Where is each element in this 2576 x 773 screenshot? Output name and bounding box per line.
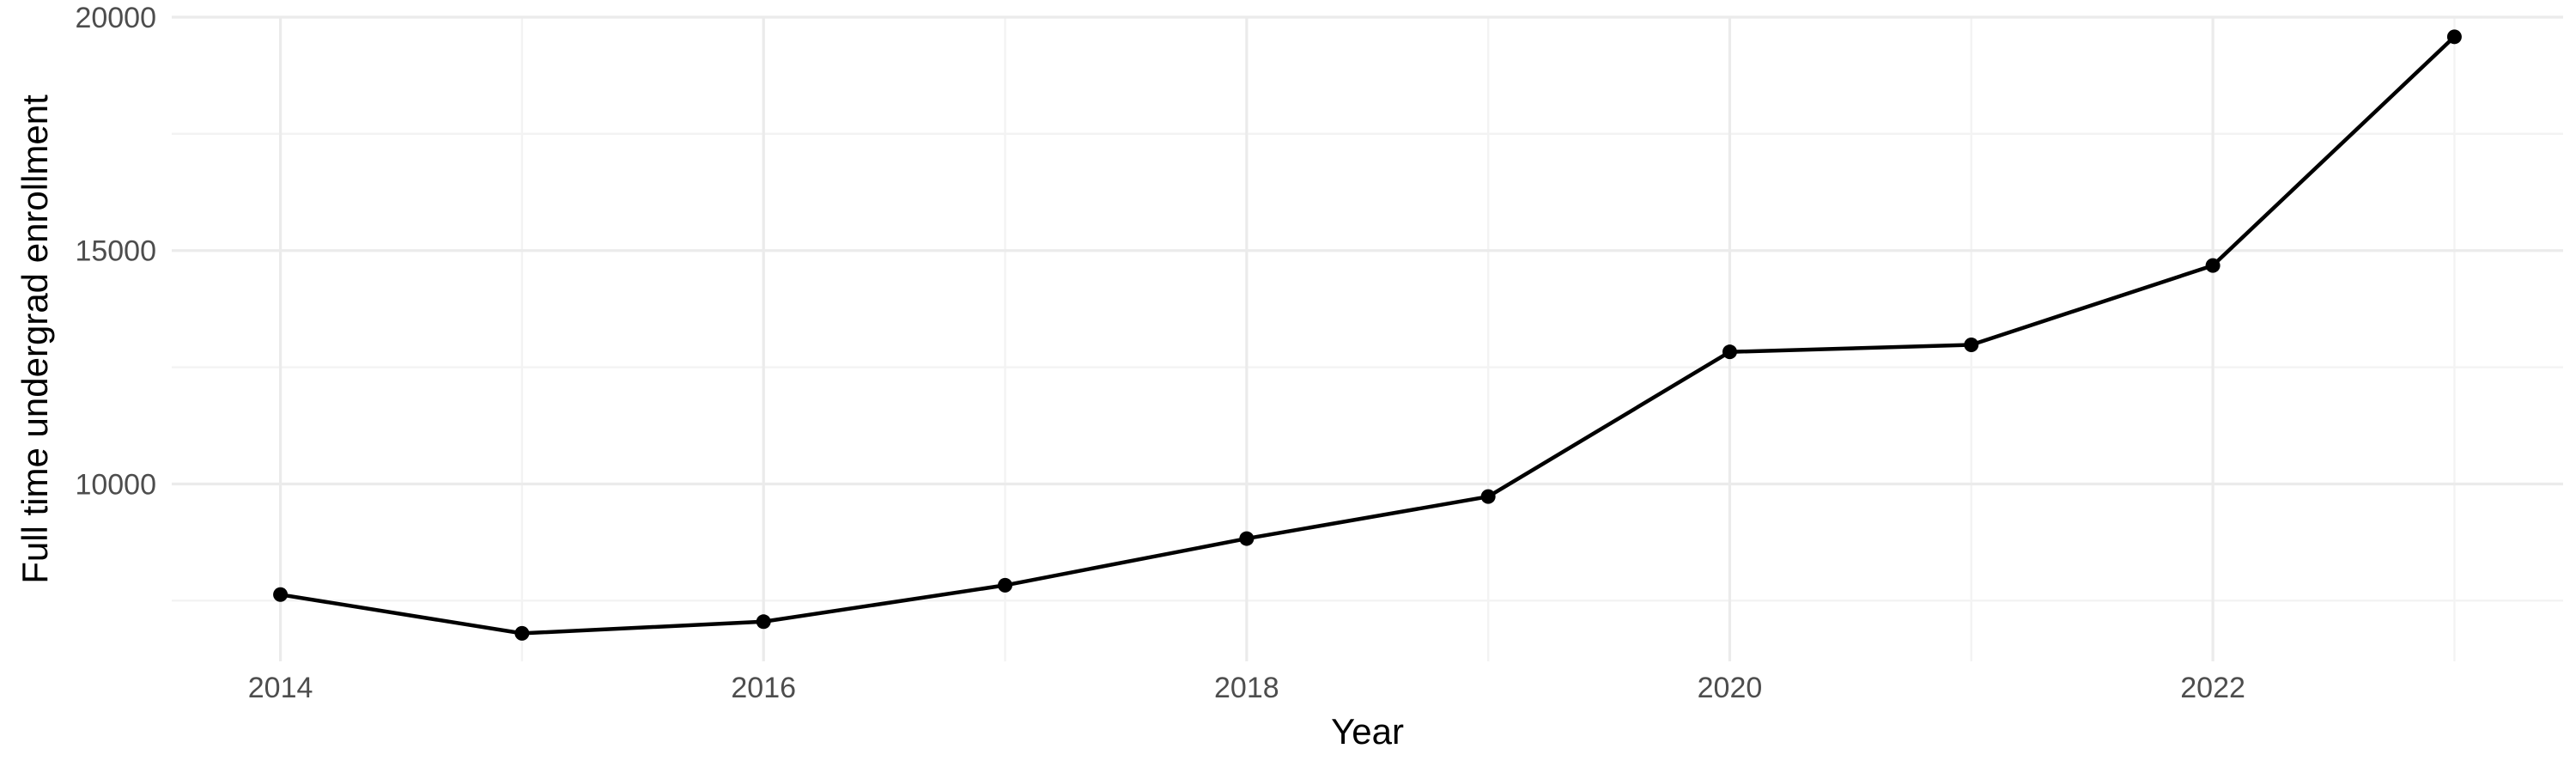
y-axis-ticks: 10000 15000 20000 [75, 2, 156, 501]
data-point [2446, 29, 2462, 45]
data-point [514, 625, 530, 641]
data-point [1239, 531, 1255, 546]
data-point [1964, 338, 1979, 353]
y-axis-title: Full time undergrad enrollment [15, 94, 55, 584]
data-point [2205, 258, 2221, 273]
data-point [1722, 344, 1737, 360]
x-tick-label: 2018 [1214, 672, 1279, 704]
x-axis-ticks: 2014 2016 2018 2020 2022 [248, 672, 2245, 704]
x-tick-label: 2020 [1698, 672, 1763, 704]
x-tick-label: 2016 [731, 672, 796, 704]
x-tick-label: 2014 [248, 672, 313, 704]
data-point [1480, 489, 1496, 504]
x-axis-title: Year [1331, 711, 1404, 752]
series-line [278, 34, 2457, 636]
data-point [998, 577, 1013, 593]
y-tick-label: 20000 [75, 2, 156, 34]
y-tick-label: 15000 [75, 235, 156, 268]
grid-lines [172, 15, 2563, 661]
data-point [756, 614, 771, 630]
y-tick-label: 10000 [75, 468, 156, 501]
data-point [273, 587, 289, 602]
series-enrollment [273, 29, 2462, 641]
x-tick-label: 2022 [2180, 672, 2245, 704]
